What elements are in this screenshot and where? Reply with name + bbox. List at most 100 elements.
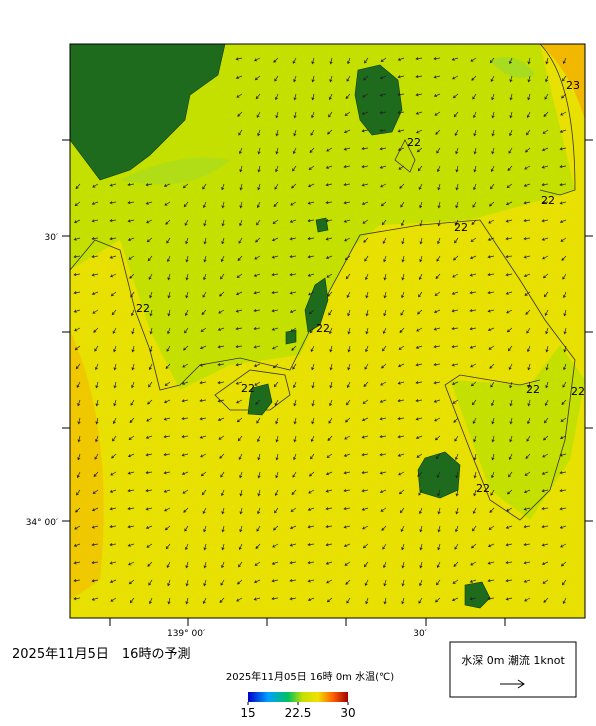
current-arrow <box>237 255 243 262</box>
current-arrow <box>363 561 369 568</box>
current-arrow <box>487 291 495 295</box>
current-arrow <box>455 471 459 479</box>
current-arrow <box>451 291 459 295</box>
current-arrow <box>401 579 405 587</box>
current-arrow <box>437 219 441 227</box>
current-arrow <box>94 363 99 371</box>
current-arrow <box>523 273 531 278</box>
colorbar <box>248 692 348 702</box>
current-arrow <box>455 183 459 191</box>
current-arrow <box>473 435 477 443</box>
current-arrow <box>309 471 315 477</box>
current-arrow <box>383 291 387 299</box>
current-arrow <box>363 237 369 243</box>
current-arrow <box>201 309 207 316</box>
current-arrow <box>383 597 387 605</box>
current-arrow <box>128 561 135 566</box>
current-arrow <box>470 237 477 242</box>
current-arrow <box>163 183 171 187</box>
current-arrow <box>113 363 117 371</box>
current-arrow <box>473 147 477 155</box>
current-arrow <box>253 345 261 349</box>
current-arrow <box>361 129 369 133</box>
current-arrow <box>509 381 513 389</box>
current-arrow <box>311 363 315 371</box>
current-arrow <box>541 489 549 493</box>
current-arrow <box>290 201 297 206</box>
current-arrow <box>559 219 567 224</box>
current-arrow <box>271 579 279 583</box>
current-arrow <box>73 237 81 241</box>
current-arrow <box>559 129 567 133</box>
current-arrow <box>272 219 279 224</box>
current-arrow <box>526 435 531 442</box>
current-arrow <box>111 309 117 316</box>
current-arrow <box>238 237 243 244</box>
current-arrow <box>451 327 459 331</box>
current-arrow <box>291 489 297 495</box>
current-arrow <box>91 560 99 565</box>
current-arrow <box>544 93 549 100</box>
current-arrow <box>454 543 459 550</box>
current-arrow <box>509 129 513 137</box>
current-arrow <box>91 201 99 205</box>
current-arrow <box>307 579 315 583</box>
current-arrow <box>220 579 225 586</box>
current-arrow <box>217 363 225 367</box>
current-arrow <box>559 507 567 511</box>
current-arrow <box>311 111 315 119</box>
current-arrow <box>77 417 81 425</box>
current-arrow <box>184 543 189 551</box>
current-arrow <box>436 147 441 154</box>
current-arrow <box>542 255 549 260</box>
current-arrow <box>220 255 225 263</box>
current-arrow <box>238 129 243 136</box>
current-arrow <box>202 183 207 190</box>
current-arrow <box>491 399 495 407</box>
current-arrow <box>110 597 117 602</box>
current-arrow <box>235 57 243 61</box>
current-arrow <box>289 309 297 314</box>
current-arrow <box>415 57 423 61</box>
current-arrow <box>559 165 567 169</box>
current-arrow <box>184 309 189 317</box>
current-arrow <box>505 561 513 565</box>
current-arrow <box>164 201 171 206</box>
current-arrow <box>327 435 333 441</box>
current-arrow <box>505 201 513 206</box>
current-arrow <box>127 237 135 241</box>
current-arrow <box>491 111 495 119</box>
current-arrow <box>253 273 261 277</box>
current-arrow <box>401 291 405 299</box>
current-arrow <box>290 327 297 332</box>
current-arrow <box>362 525 369 530</box>
current-arrow <box>361 453 369 457</box>
current-arrow <box>559 147 567 151</box>
current-arrow <box>473 489 477 497</box>
current-arrow <box>326 579 333 584</box>
current-arrow <box>131 327 135 335</box>
current-arrow <box>379 453 387 457</box>
current-arrow <box>273 57 279 63</box>
contour-label: 22 <box>454 221 468 234</box>
current-arrow <box>399 183 405 189</box>
current-arrow <box>346 291 351 298</box>
current-arrow <box>293 453 297 461</box>
current-arrow <box>311 417 315 425</box>
current-arrow <box>127 489 135 493</box>
current-arrow <box>382 345 387 352</box>
current-arrow <box>365 597 369 605</box>
current-arrow <box>380 381 387 386</box>
current-arrow <box>201 489 207 496</box>
current-arrow <box>434 435 441 441</box>
current-arrow <box>543 597 549 603</box>
current-arrow <box>329 399 333 407</box>
current-arrow <box>508 453 513 461</box>
current-arrow <box>149 345 153 353</box>
current-arrow <box>257 489 261 497</box>
current-arrow <box>343 507 351 511</box>
current-arrow <box>380 507 387 512</box>
current-arrow <box>255 237 261 243</box>
current-arrow <box>146 219 153 224</box>
current-arrow <box>165 363 171 370</box>
